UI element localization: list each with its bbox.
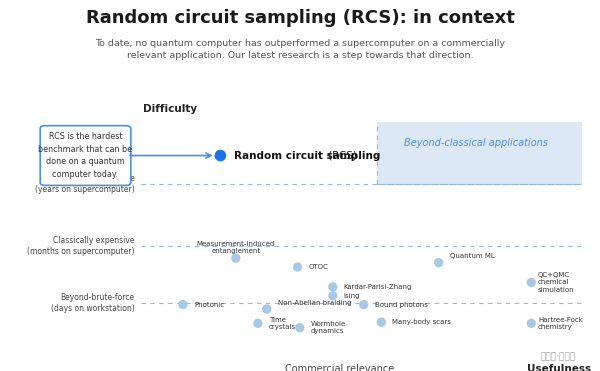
Text: Many-body scars: Many-body scars bbox=[392, 319, 451, 325]
Point bbox=[293, 264, 302, 270]
Bar bbox=[377, 116, 582, 184]
Point bbox=[231, 255, 241, 261]
Point bbox=[328, 284, 338, 290]
Point bbox=[215, 152, 225, 158]
Point bbox=[434, 260, 443, 266]
Text: Beyond-classical applications: Beyond-classical applications bbox=[404, 138, 548, 148]
Text: Random circuit sampling (RCS): in context: Random circuit sampling (RCS): in contex… bbox=[86, 9, 514, 27]
Text: Non-Abelian braiding: Non-Abelian braiding bbox=[278, 301, 351, 306]
Text: Kardar-Parisi-Zhang: Kardar-Parisi-Zhang bbox=[344, 284, 412, 290]
Text: OTOC: OTOC bbox=[308, 264, 328, 270]
Point bbox=[377, 319, 386, 325]
Text: RCS is the hardest
benchmark that can be
done on a quantum
computer today.: RCS is the hardest benchmark that can be… bbox=[38, 132, 133, 179]
Point bbox=[526, 320, 536, 326]
Text: Usefulness: Usefulness bbox=[527, 364, 591, 371]
Text: Wormhole
dynamics: Wormhole dynamics bbox=[311, 321, 346, 334]
Text: Classically intractable
(years on supercomputer): Classically intractable (years on superc… bbox=[35, 174, 134, 194]
Text: Ising: Ising bbox=[344, 293, 361, 299]
Text: Photonic: Photonic bbox=[194, 302, 224, 308]
Point bbox=[262, 306, 271, 312]
Text: Quantum ML: Quantum ML bbox=[450, 253, 494, 259]
Text: To date, no quantum computer has outperformed a supercomputer on a commercially
: To date, no quantum computer has outperf… bbox=[95, 39, 505, 60]
Point bbox=[295, 325, 305, 331]
Point bbox=[359, 302, 368, 308]
Text: Bound photons: Bound photons bbox=[375, 302, 428, 308]
Text: Commercial relevance: Commercial relevance bbox=[285, 364, 394, 371]
Text: 公众号·量子位: 公众号·量子位 bbox=[541, 353, 576, 362]
Text: Classically expensive
(months on supercomputer): Classically expensive (months on superco… bbox=[27, 236, 134, 256]
Text: Measurement-induced
entanglement: Measurement-induced entanglement bbox=[197, 240, 275, 254]
Point bbox=[328, 293, 338, 299]
Text: QC+QMC
chemical
simulation: QC+QMC chemical simulation bbox=[538, 272, 575, 293]
Text: Time
crystals: Time crystals bbox=[269, 317, 296, 330]
Text: Hartree-Fock
chemistry: Hartree-Fock chemistry bbox=[538, 317, 583, 330]
Point bbox=[253, 320, 263, 326]
Text: Difficulty: Difficulty bbox=[143, 104, 197, 114]
Text: Beyond-brute-force
(days on workstation): Beyond-brute-force (days on workstation) bbox=[50, 293, 134, 313]
Point bbox=[178, 302, 188, 308]
Text: Random circuit sampling: Random circuit sampling bbox=[233, 151, 380, 161]
Text: (RCS): (RCS) bbox=[233, 151, 356, 161]
Point bbox=[526, 279, 536, 285]
